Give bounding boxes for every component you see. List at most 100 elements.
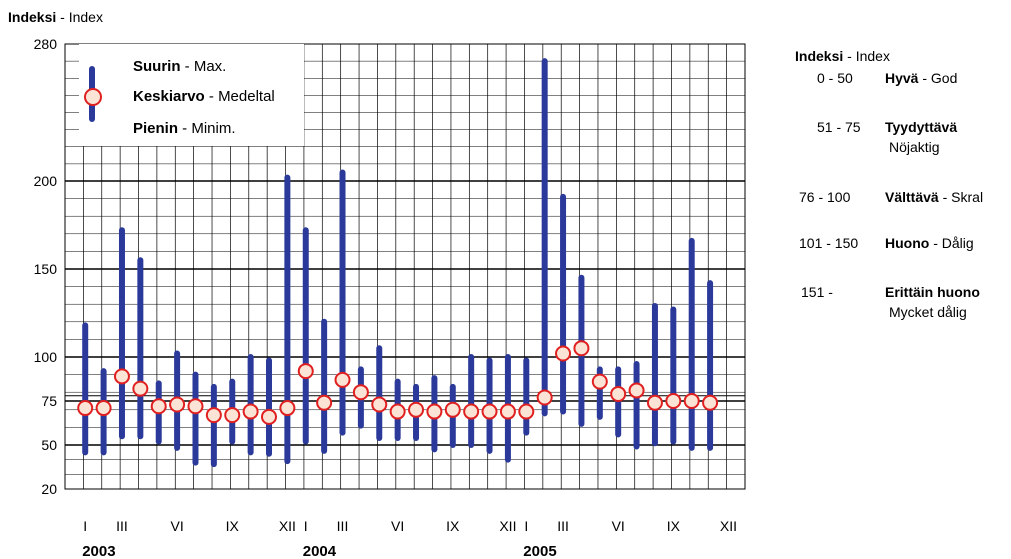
mean-marker [150,398,167,415]
mean-marker [279,400,296,417]
legend-mean: Keskiarvo - Medeltal [133,88,275,105]
mean-marker [518,403,535,420]
y-tick-label: 20 [41,481,57,497]
scale-label-4-bold: Huono [885,235,930,251]
scale-label-2: Tyydyttävä [885,119,957,135]
mean-marker [352,384,369,401]
mean-marker [683,393,700,409]
data-marks [77,58,719,468]
scale-title-normal: Index [855,48,890,64]
mean-marker [481,403,498,420]
legend-min: Pienin - Minim. [133,120,236,137]
x-tick-label: XII [499,518,516,534]
plot-frame [64,43,746,490]
year-labels: 2003 2004 2005 [82,543,556,559]
x-tick-label: VI [391,518,404,534]
scale-label-1: Hyvä - God [885,70,958,86]
mean-marker [371,396,388,413]
legend-min-bold: Pienin [133,120,179,137]
mean-marker [95,400,112,417]
mean-marker [389,403,406,420]
legend-max-sep: - [180,58,194,75]
year-label: 2005 [523,543,556,559]
x-tick-label: IX [446,518,460,534]
mean-marker [665,393,682,409]
mean-marker [408,401,425,418]
scale-range-5: 151 - [801,284,833,300]
mean-marker [426,403,443,420]
scale-range-3: 76 - 100 [799,189,851,205]
legend-mean-sep: - [204,88,219,105]
x-tick-label: XII [279,518,296,534]
scale-label-3-bold: Välttävä [885,189,939,205]
scale-label-5-bold: Erittäin huono [885,284,980,300]
legend-min-sep: - [178,120,192,137]
mean-marker [499,403,516,420]
scale-sub-5: Mycket dålig [889,304,967,320]
legend-mean-normal: Medeltal [218,88,275,105]
legend-min-normal: Minim. [191,120,236,137]
mean-marker [169,396,186,413]
mean-marker [297,363,314,380]
legend-max-bold: Suurin [133,58,181,75]
x-tick-label: III [337,518,349,534]
mean-marker [242,403,259,420]
scale-label-1-normal: God [930,70,958,86]
x-tick-label: IX [667,518,681,534]
x-tick-label: III [557,518,569,534]
mean-marker [646,394,663,411]
scale-range-2: 51 - 75 [817,119,861,135]
x-tick-label: I [83,518,87,534]
mean-marker [113,368,130,385]
scale-label-5: Erittäin huono [885,284,980,300]
legend-max-normal: Max. [193,58,227,75]
axis-title: Indeksi - Index [8,9,103,25]
mean-marker [205,407,222,424]
scale-title-bold: Indeksi [795,48,844,64]
y-tick-label: 100 [34,349,58,365]
mean-marker [702,394,719,411]
y-tick-labels: 20 50 75 100 150 200 280 [34,36,58,497]
scale-label-2-bold: Tyydyttävä [885,119,958,135]
x-tick-label: I [304,518,308,534]
scale-label-4-normal: Dålig [941,235,974,251]
mean-marker [610,385,627,402]
legend-mean-bold: Keskiarvo [133,88,205,105]
scale-label-3: Välttävä - Skral [885,189,984,205]
mean-marker [555,345,572,362]
x-tick-labels: I III VI IX XII I III VI IX XII I III VI IX XII [83,518,737,534]
scale-label-3-normal: Skral [951,189,984,205]
y-tick-label: 280 [34,36,58,52]
scale-label-1-bold: Hyvä [885,70,919,86]
mean-marker [316,394,333,411]
mean-marker [187,398,204,415]
axis-title-sep: - [56,9,68,25]
mean-marker [463,403,480,420]
y-tick-label: 75 [41,393,57,409]
axis-title-bold: Indeksi [8,9,56,25]
x-tick-label: XII [720,518,737,534]
year-label: 2003 [82,543,115,559]
mean-marker [77,400,94,417]
mean-marker [628,382,645,399]
mean-marker [591,373,608,390]
legend-max: Suurin - Max. [133,58,226,75]
mean-marker [573,340,590,357]
x-tick-label: VI [612,518,625,534]
x-tick-label: IX [226,518,240,534]
mean-marker [444,401,461,418]
mean-marker [224,407,241,424]
scale-sub-2: Nöjaktig [889,139,940,155]
y-tick-label: 200 [34,173,58,189]
mean-marker [536,389,553,406]
mean-marker [261,408,277,425]
year-label: 2004 [303,543,337,559]
x-tick-label: VI [170,518,183,534]
scale-range-1: 0 - 50 [817,70,853,86]
y-tick-label: 50 [41,437,57,453]
scale-range-4: 101 - 150 [799,235,859,251]
x-tick-label: III [116,518,128,534]
axis-title-normal: Index [69,9,103,25]
mean-marker [132,380,149,397]
